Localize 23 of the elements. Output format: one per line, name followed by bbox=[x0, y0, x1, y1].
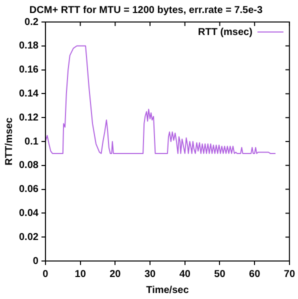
x-axis-title: Time/sec bbox=[146, 284, 190, 296]
y-tick-label: 0.14 bbox=[18, 88, 39, 100]
y-axis-title: RTT/msec bbox=[4, 117, 15, 166]
legend-label: RTT (msec) bbox=[198, 26, 252, 38]
x-tick-label: 40 bbox=[179, 268, 191, 280]
x-tick-label: 60 bbox=[249, 268, 261, 280]
y-tick-label: 0.12 bbox=[18, 112, 39, 124]
x-tick-label: 0 bbox=[42, 268, 49, 280]
y-tick-label: 0.02 bbox=[18, 232, 39, 243]
x-tick-label: 10 bbox=[74, 268, 86, 280]
y-tick-label: 0.16 bbox=[18, 64, 39, 76]
y-tick-label: 0.2 bbox=[24, 16, 39, 28]
x-tick-label: 50 bbox=[214, 268, 226, 280]
y-tick-label: 0.06 bbox=[18, 184, 39, 196]
y-tick-label: 0.08 bbox=[18, 160, 39, 172]
x-tick-label: 20 bbox=[110, 268, 122, 280]
y-tick-label: 0.18 bbox=[18, 40, 39, 52]
y-tick-label: 0.04 bbox=[18, 208, 39, 219]
y-tick-label: 0 bbox=[32, 256, 39, 267]
x-tick-label: 70 bbox=[284, 268, 296, 280]
chart-title: DCM+ RTT for MTU = 1200 bytes, err.rate = 7.5e-3 bbox=[29, 4, 264, 16]
x-tick-label: 30 bbox=[144, 268, 156, 280]
y-tick-label: 0.1 bbox=[24, 136, 39, 148]
